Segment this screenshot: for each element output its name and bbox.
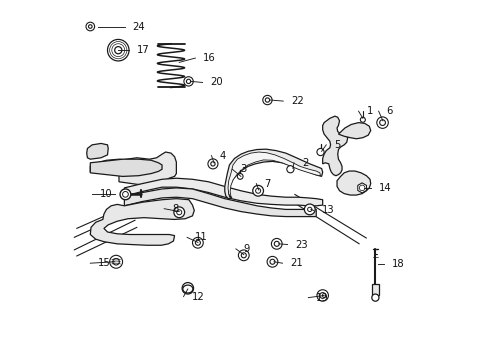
- Text: 2: 2: [301, 158, 307, 168]
- Circle shape: [183, 77, 193, 86]
- Text: 8: 8: [172, 204, 178, 214]
- Text: 10: 10: [100, 189, 113, 199]
- Circle shape: [252, 185, 263, 196]
- Circle shape: [115, 46, 122, 54]
- Text: 5: 5: [333, 140, 340, 150]
- Text: 12: 12: [191, 292, 204, 302]
- Ellipse shape: [183, 285, 192, 293]
- Circle shape: [107, 40, 129, 61]
- Text: 17: 17: [137, 45, 149, 55]
- Circle shape: [266, 256, 277, 267]
- Circle shape: [371, 294, 378, 301]
- Text: 4: 4: [219, 150, 225, 161]
- Polygon shape: [338, 123, 370, 139]
- Circle shape: [262, 95, 271, 105]
- Circle shape: [195, 240, 200, 245]
- Circle shape: [319, 293, 325, 298]
- Circle shape: [304, 204, 314, 215]
- Text: 15: 15: [98, 258, 111, 268]
- Circle shape: [113, 258, 119, 265]
- Circle shape: [238, 250, 249, 261]
- Text: 19: 19: [316, 293, 328, 303]
- Polygon shape: [336, 171, 370, 195]
- Text: 24: 24: [132, 22, 145, 32]
- Circle shape: [174, 207, 184, 218]
- Text: 6: 6: [386, 106, 392, 116]
- Polygon shape: [322, 116, 347, 176]
- Circle shape: [237, 174, 243, 179]
- Polygon shape: [119, 152, 176, 185]
- Circle shape: [316, 290, 328, 301]
- Text: 16: 16: [203, 53, 216, 63]
- Circle shape: [376, 117, 387, 129]
- Circle shape: [255, 188, 260, 193]
- Circle shape: [109, 255, 122, 268]
- Text: 23: 23: [295, 239, 307, 249]
- Circle shape: [360, 117, 365, 122]
- Circle shape: [122, 192, 128, 197]
- Text: 21: 21: [290, 258, 303, 268]
- Polygon shape: [224, 149, 322, 199]
- Text: 22: 22: [290, 96, 303, 106]
- Circle shape: [210, 162, 215, 166]
- Circle shape: [359, 185, 364, 191]
- Polygon shape: [124, 178, 322, 206]
- Circle shape: [271, 238, 282, 249]
- Circle shape: [241, 253, 246, 258]
- Text: 1: 1: [366, 106, 372, 116]
- Circle shape: [286, 166, 293, 173]
- Circle shape: [88, 25, 92, 28]
- Circle shape: [182, 283, 193, 294]
- Text: 14: 14: [378, 183, 390, 193]
- Polygon shape: [227, 152, 320, 198]
- Polygon shape: [90, 159, 176, 172]
- Polygon shape: [371, 284, 378, 296]
- Circle shape: [186, 79, 190, 84]
- Text: 7: 7: [264, 179, 270, 189]
- Text: 18: 18: [391, 259, 404, 269]
- Text: 11: 11: [195, 232, 207, 242]
- Circle shape: [265, 98, 269, 102]
- Polygon shape: [124, 188, 316, 217]
- Circle shape: [176, 210, 182, 215]
- Circle shape: [379, 120, 385, 126]
- Circle shape: [274, 241, 279, 246]
- Text: 3: 3: [240, 164, 246, 174]
- Circle shape: [316, 148, 324, 156]
- Circle shape: [269, 259, 274, 264]
- Polygon shape: [86, 143, 108, 159]
- Circle shape: [120, 189, 131, 200]
- Polygon shape: [90, 199, 194, 245]
- Text: 20: 20: [210, 77, 223, 87]
- Circle shape: [207, 159, 218, 169]
- Text: 13: 13: [321, 206, 333, 216]
- Polygon shape: [90, 159, 162, 176]
- Text: 9: 9: [244, 244, 250, 254]
- Circle shape: [192, 237, 203, 248]
- Circle shape: [307, 207, 311, 212]
- Polygon shape: [357, 183, 366, 193]
- Circle shape: [86, 22, 94, 31]
